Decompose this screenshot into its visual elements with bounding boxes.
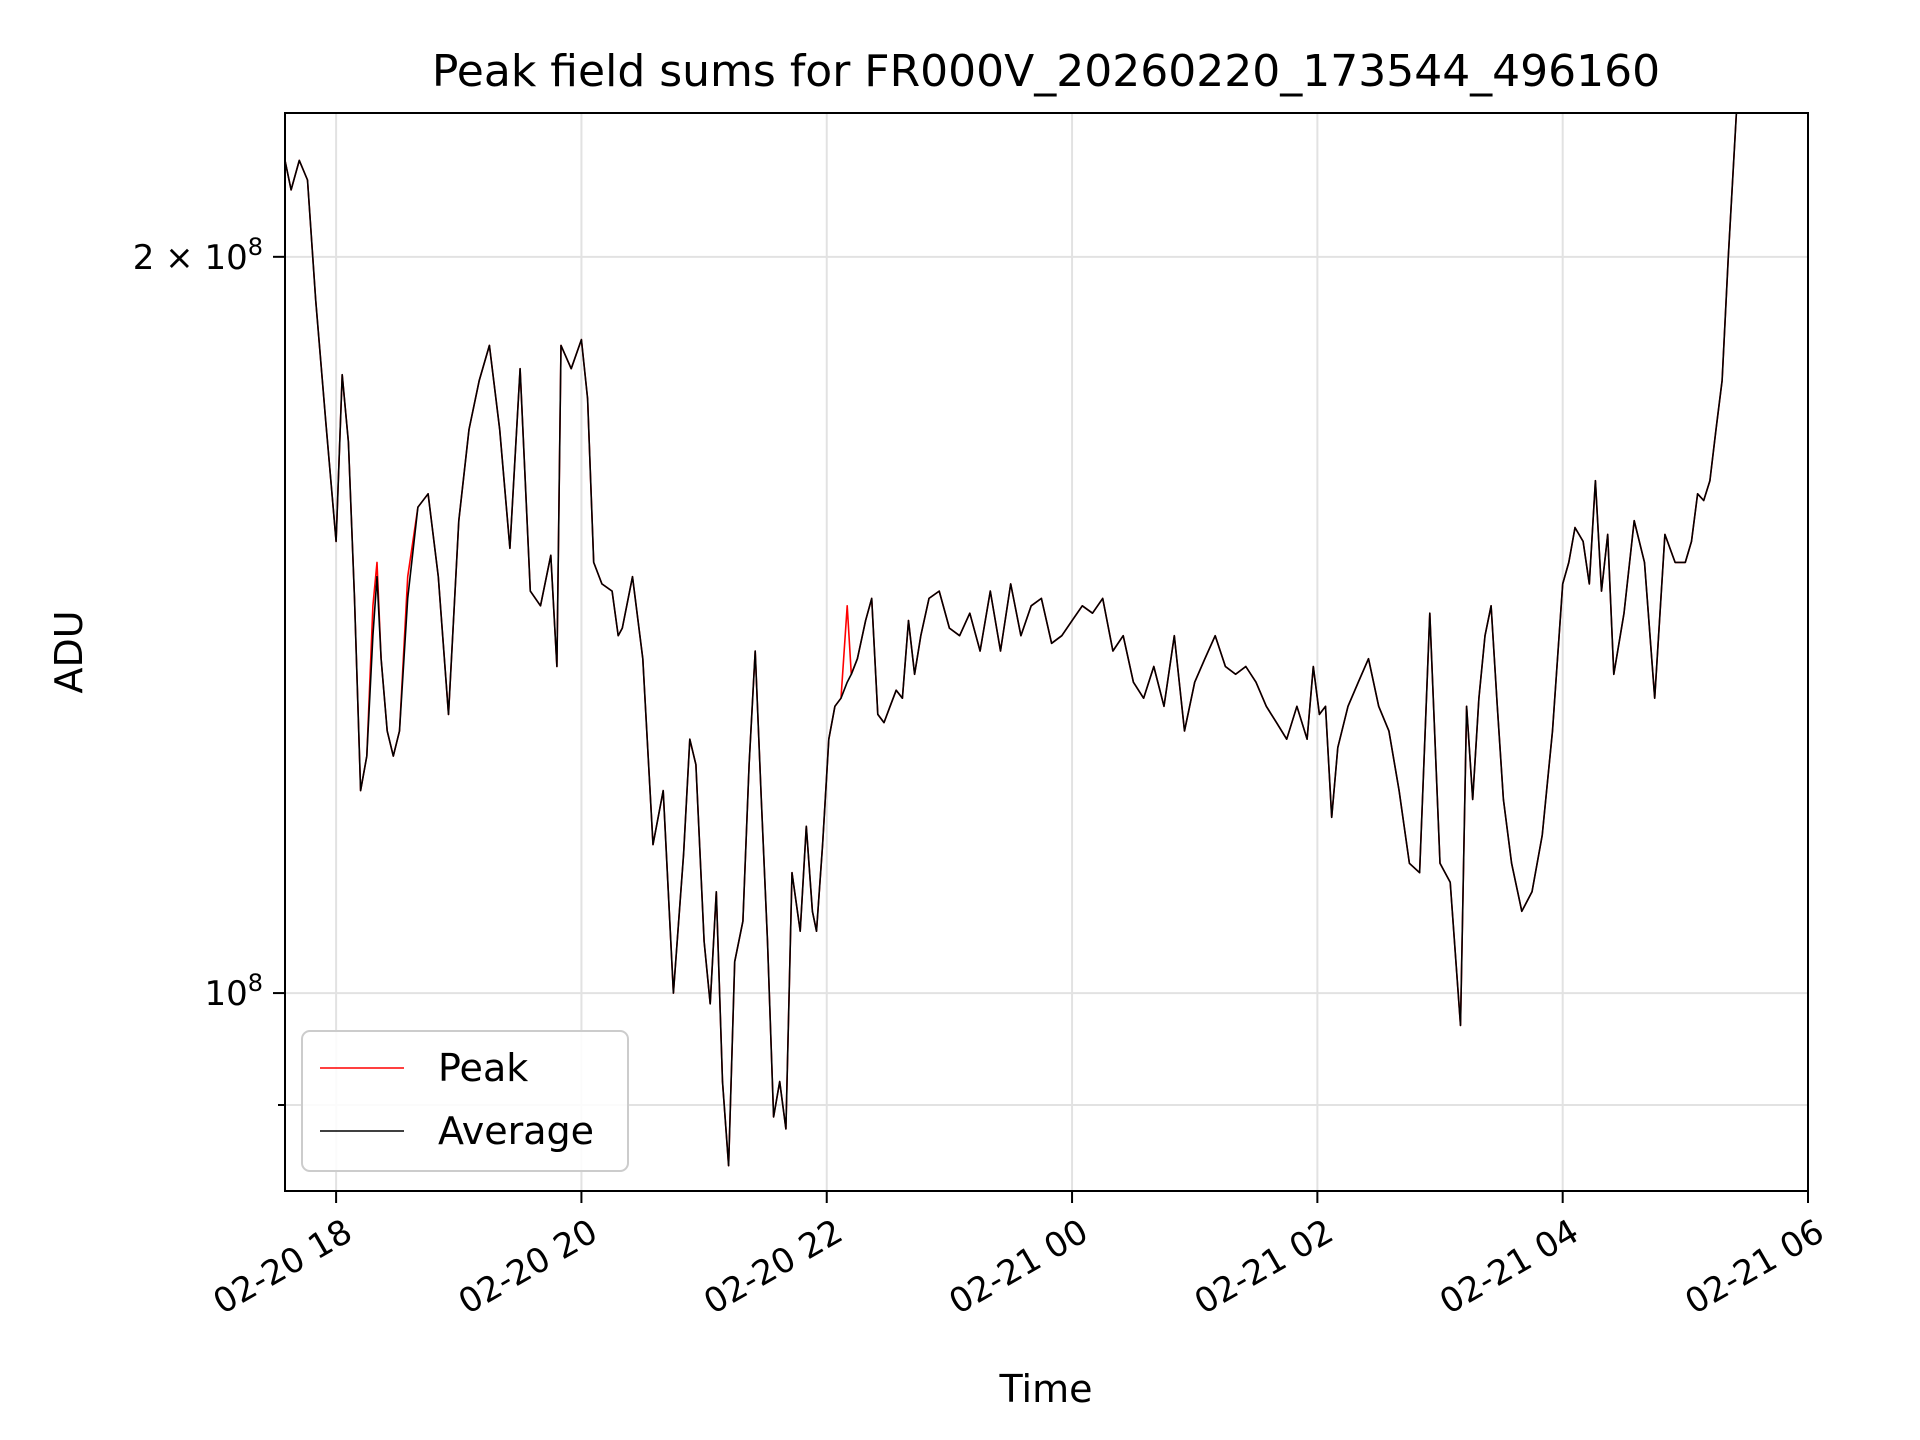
y-axis-label: ADU — [47, 610, 91, 693]
y-tick-label-mantissa: 2 — [133, 238, 155, 278]
legend-box — [301, 1030, 629, 1172]
legend-label-peak: Peak — [438, 1046, 528, 1090]
x-axis-label: Time — [999, 1367, 1093, 1411]
series-line-average — [285, 113, 1738, 1167]
y-tick-label-times: × — [154, 238, 204, 278]
legend-label-average: Average — [438, 1109, 594, 1153]
chart-title: Peak field sums for FR000V_20260220_1735… — [432, 46, 1660, 97]
y-tick-label: 108 — [204, 969, 263, 1014]
legend: Peak Average — [301, 1030, 629, 1172]
plot-series — [285, 113, 1738, 1167]
y-tick-label-base: 10 — [204, 238, 247, 278]
y-tick-label: 2 × 108 — [133, 233, 263, 278]
plot-frame — [284, 112, 1809, 1192]
y-tick-label-exp: 8 — [248, 233, 263, 261]
y-tick-label-base: 10 — [204, 974, 247, 1014]
y-tick-label-exp: 8 — [248, 969, 263, 997]
